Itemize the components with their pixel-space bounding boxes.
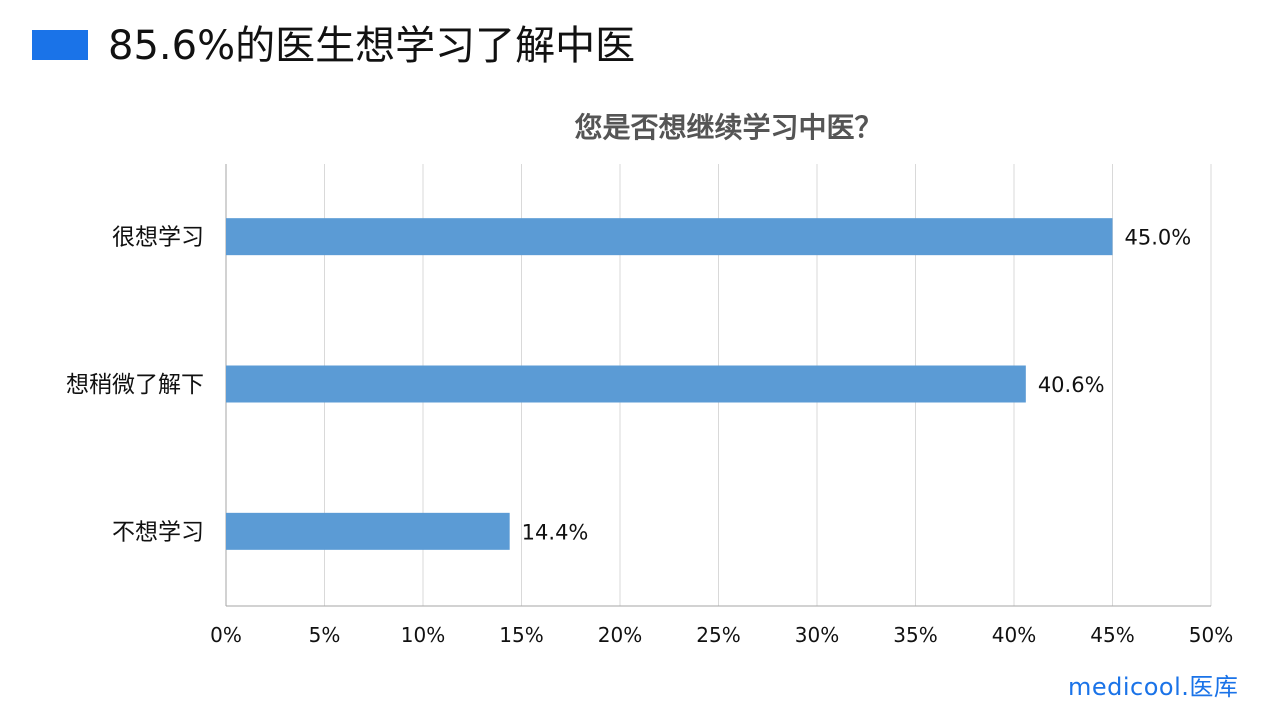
x-tick-label: 5% (309, 623, 341, 647)
bar (226, 365, 1026, 403)
bar (226, 512, 510, 550)
x-tick-label: 45% (1090, 623, 1134, 647)
x-tick-label: 35% (893, 623, 937, 647)
x-tick-label: 30% (795, 623, 839, 647)
category-label: 很想学习 (112, 225, 204, 251)
title-accent-bar (32, 30, 88, 60)
bar (226, 218, 1113, 256)
page-title: 85.6%的医生想学习了解中医 (108, 23, 636, 69)
x-tick-label: 15% (499, 623, 543, 647)
category-label: 想稍微了解下 (66, 372, 204, 398)
data-label: 14.4% (522, 520, 589, 544)
medicool-logo: medicool.医库 (1068, 673, 1239, 701)
x-tick-label: 20% (598, 623, 642, 647)
x-tick-label: 40% (992, 623, 1036, 647)
x-tick-label: 25% (696, 623, 740, 647)
data-label: 45.0% (1125, 226, 1192, 250)
x-tick-label: 50% (1189, 623, 1233, 647)
category-label: 不想学习 (112, 519, 204, 545)
x-tick-label: 0% (210, 623, 242, 647)
x-tick-label: 10% (401, 623, 445, 647)
chart-title: 您是否想继续学习中医？ (574, 111, 882, 144)
data-label: 40.6% (1038, 373, 1105, 397)
